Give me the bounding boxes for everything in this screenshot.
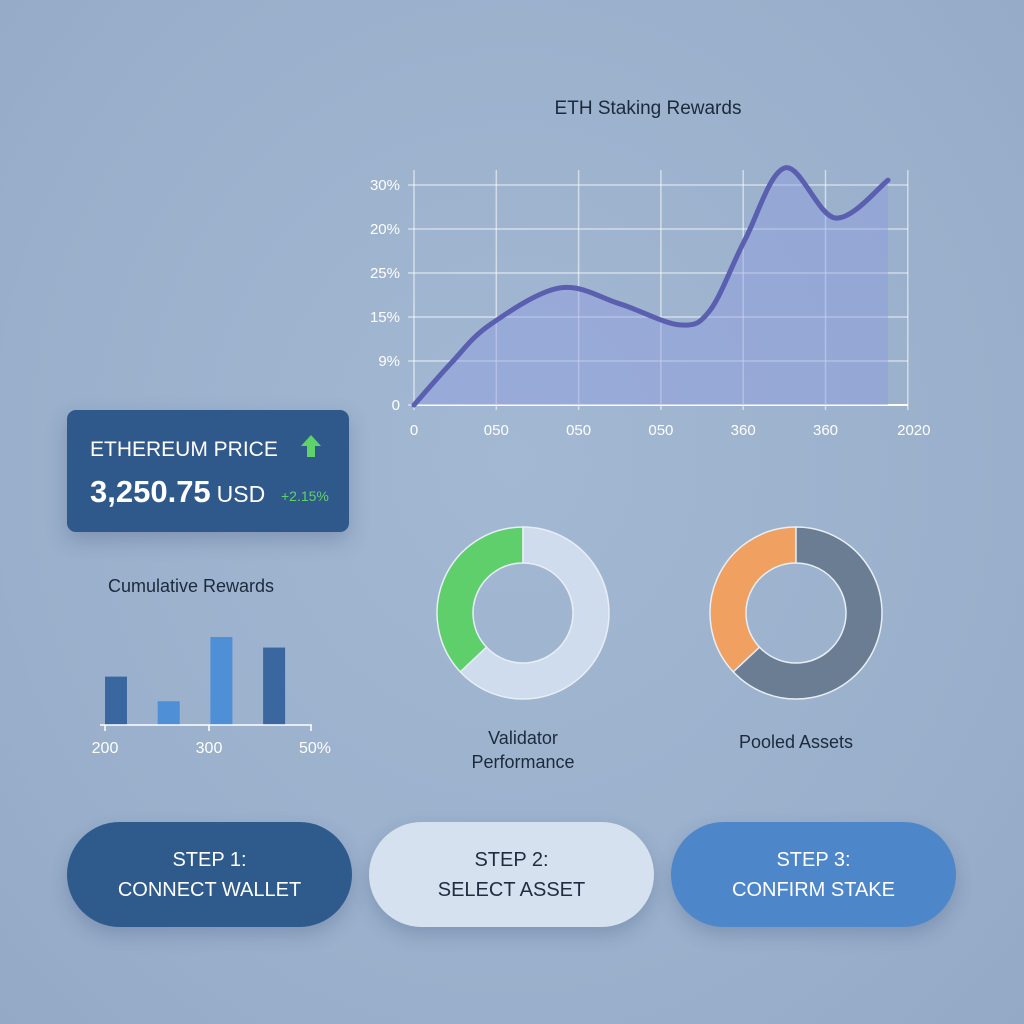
bar — [105, 676, 127, 725]
bar — [263, 647, 286, 725]
x-tick-label: 360 — [731, 422, 756, 439]
line-area-fill — [414, 167, 889, 405]
bar-x-tick-label: 200 — [92, 740, 119, 757]
bar-chart-title: Cumulative Rewards — [108, 576, 275, 596]
step-number: STEP 1: — [172, 848, 247, 871]
validator-performance-label: Validator Performance — [471, 728, 575, 772]
price-amount: 3,250.75 — [90, 474, 211, 509]
y-tick-label: 25% — [370, 265, 400, 282]
step-label: CONFIRM STAKE — [732, 878, 895, 901]
x-tick-label: 050 — [484, 422, 509, 439]
price-currency: USD — [216, 481, 266, 507]
donut-segment — [732, 526, 883, 700]
x-tick-label: 050 — [648, 422, 673, 439]
line-series — [411, 165, 891, 408]
x-tick-label: 0 — [410, 422, 418, 439]
step-label: SELECT ASSET — [437, 878, 586, 901]
step-1-connect-wallet-button[interactable]: STEP 1: CONNECT WALLET — [67, 822, 352, 927]
pooled-assets-label: Pooled Assets — [738, 732, 854, 752]
ethereum-price-card: ETHEREUM PRICE 3,250.75 USD +2.15% — [67, 410, 349, 532]
step-2-select-asset-button[interactable]: STEP 2: SELECT ASSET — [369, 822, 654, 927]
step-3-confirm-stake-button[interactable]: STEP 3: CONFIRM STAKE — [671, 822, 956, 927]
donut-segment — [459, 526, 610, 700]
y-tick-label: 0 — [392, 397, 400, 414]
step-number: STEP 2: — [474, 848, 549, 871]
y-tick-label: 9% — [378, 353, 400, 370]
price-value: 3,250.75 USD — [90, 474, 265, 510]
step-label: CONNECT WALLET — [117, 878, 302, 901]
x-tick-label: 050 — [566, 422, 591, 439]
donut-segment — [709, 526, 797, 673]
bar — [157, 701, 180, 725]
bar — [210, 637, 233, 725]
x-tick-label: 360 — [813, 422, 838, 439]
donut-segment — [436, 526, 524, 673]
bar-x-tick-label: 300 — [196, 740, 223, 757]
y-tick-label: 15% — [370, 309, 400, 326]
price-label: ETHEREUM PRICE — [90, 438, 278, 461]
x-tick-label: 2020 — [897, 422, 930, 439]
bar-x-tick-label: 50% — [299, 740, 331, 757]
line-chart-title: ETH Staking Rewards — [554, 98, 742, 119]
arrow-up-icon — [301, 435, 321, 457]
y-tick-label: 20% — [370, 221, 400, 238]
step-number: STEP 3: — [776, 848, 851, 871]
price-change: +2.15% — [281, 488, 329, 504]
y-tick-label: 30% — [370, 177, 400, 194]
